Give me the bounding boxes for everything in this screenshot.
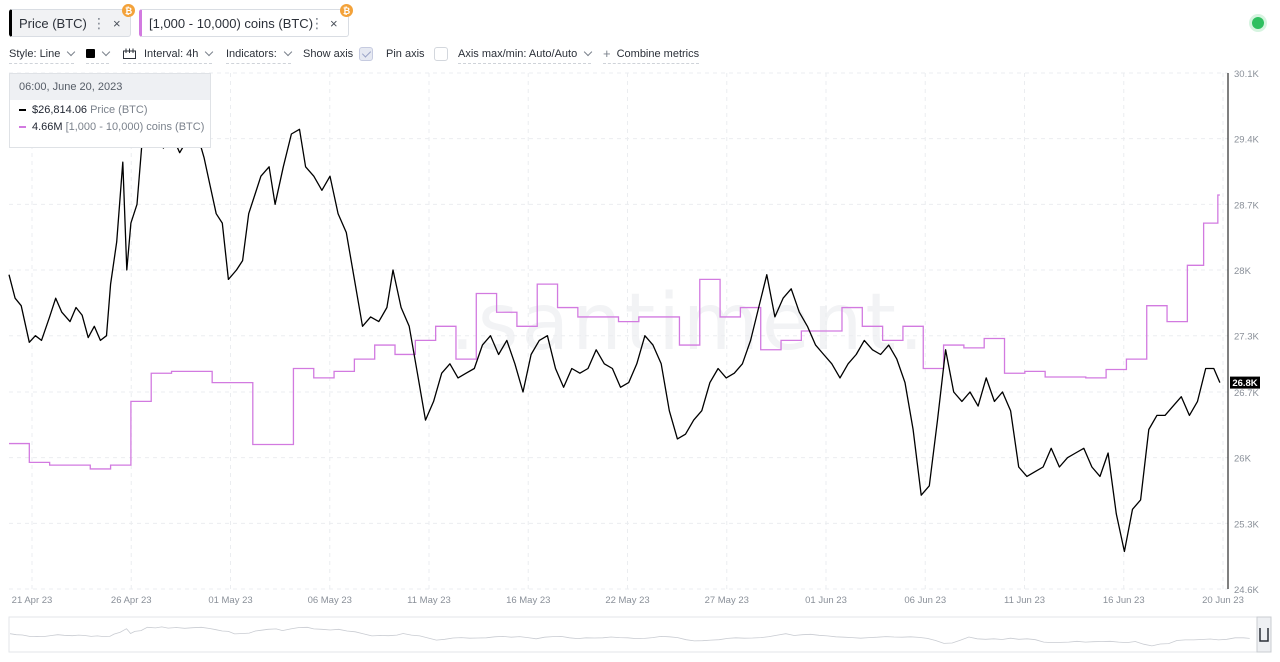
- tooltip-value: $26,814.06: [32, 103, 88, 116]
- pin-axis-toggle[interactable]: Pin axis: [386, 44, 448, 64]
- x-tick-label: 01 May 23: [208, 595, 252, 606]
- tooltip-value: 4.66M: [32, 120, 63, 133]
- show-axis-toggle[interactable]: Show axis: [303, 44, 374, 64]
- metric-label: Price (BTC): [19, 15, 87, 31]
- navigator-handle-icon: [1259, 628, 1269, 642]
- y-tick-label: 28.7K: [1234, 200, 1259, 211]
- y-tick-label: 26K: [1234, 454, 1252, 465]
- x-tick-label: 20 Jun 23: [1202, 595, 1244, 606]
- y-tick-label: 30.1K: [1234, 69, 1259, 80]
- bitcoin-icon: ₿: [340, 4, 353, 17]
- plus-icon: +: [603, 46, 611, 61]
- indicators-selector[interactable]: Indicators:: [226, 44, 292, 64]
- color-selector[interactable]: [86, 44, 111, 64]
- close-icon[interactable]: ×: [330, 16, 338, 31]
- axis-maxmin-label: Axis max/min: Auto/Auto: [458, 47, 578, 60]
- axis-maxmin-selector[interactable]: Axis max/min: Auto/Auto: [458, 44, 593, 64]
- y-tick-label: 27.3K: [1234, 332, 1259, 343]
- x-tick-label: 16 Jun 23: [1103, 595, 1145, 606]
- navigator-series-line: [9, 626, 1250, 647]
- close-icon[interactable]: ×: [113, 16, 121, 31]
- y-tick-label: 26.7K: [1234, 388, 1259, 399]
- style-selector[interactable]: Style: Line: [9, 44, 76, 64]
- x-tick-label: 11 May 23: [407, 595, 451, 606]
- more-options-icon[interactable]: ⋮: [92, 15, 106, 31]
- x-tick-label: 16 May 23: [506, 595, 550, 606]
- tooltip-row-coins: 4.66M [1,000 - 10,000) coins (BTC): [10, 119, 210, 134]
- price-series-line: [8, 119, 1221, 553]
- series-color-marker: [19, 108, 26, 111]
- x-tick-label: 26 Apr 23: [111, 595, 152, 606]
- tooltip-row-price: $26,814.06 Price (BTC): [10, 102, 210, 117]
- tooltip-series-name: Price (BTC): [90, 103, 148, 116]
- x-tick-label: 01 Jun 23: [805, 595, 847, 606]
- live-status-indicator: [1252, 17, 1264, 29]
- metric-chip-coins[interactable]: [1,000 - 10,000) coins (BTC) ⋮ ×: [139, 9, 349, 37]
- bitcoin-icon: ₿: [122, 4, 135, 17]
- combine-metrics-button[interactable]: + Combine metrics: [603, 44, 700, 64]
- style-label: Style: Line: [9, 47, 61, 60]
- indicators-label: Indicators:: [226, 47, 277, 60]
- x-tick-label: 22 May 23: [605, 595, 649, 606]
- x-tick-label: 27 May 23: [705, 595, 749, 606]
- series-color-marker: [19, 125, 26, 128]
- metric-chip-price[interactable]: Price (BTC) ⋮ ×: [9, 9, 131, 37]
- x-tick-label: 06 May 23: [308, 595, 352, 606]
- interval-icon: [123, 48, 136, 59]
- x-tick-label: 21 Apr 23: [12, 595, 53, 606]
- tooltip-date: 06:00, June 20, 2023: [10, 74, 210, 100]
- interval-selector[interactable]: Interval: 4h: [123, 44, 214, 64]
- current-price-badge: [1230, 376, 1260, 389]
- more-options-icon[interactable]: ⋮: [310, 15, 324, 31]
- x-tick-label: 06 Jun 23: [904, 595, 946, 606]
- santiment-watermark: .santiment.: [450, 278, 927, 368]
- y-tick-label: 28K: [1234, 266, 1252, 277]
- pin-axis-checkbox[interactable]: [433, 47, 448, 61]
- coins-series-line: [9, 194, 1220, 470]
- tooltip-series-name: [1,000 - 10,000) coins (BTC): [65, 120, 205, 133]
- x-tick-label: 11 Jun 23: [1004, 595, 1045, 606]
- y-tick-label: 25.3K: [1234, 519, 1259, 530]
- y-tick-label: 29.4K: [1234, 135, 1259, 146]
- navigator-frame: [8, 616, 1272, 653]
- y-tick-label: 24.6K: [1234, 585, 1259, 596]
- combine-metrics-label: Combine metrics: [616, 47, 700, 60]
- pin-axis-label: Pin axis: [386, 48, 425, 60]
- show-axis-label: Show axis: [303, 48, 354, 60]
- interval-label: Interval: 4h: [144, 47, 199, 60]
- navigator-range-handle: [1256, 616, 1272, 653]
- show-axis-checkbox[interactable]: [359, 47, 374, 61]
- chart-tooltip: 06:00, June 20, 2023 $26,814.06 Price (B…: [9, 73, 211, 148]
- color-swatch: [86, 49, 95, 58]
- metric-label: [1,000 - 10,000) coins (BTC): [149, 15, 314, 31]
- current-price-label: 26.8K: [1232, 378, 1257, 389]
